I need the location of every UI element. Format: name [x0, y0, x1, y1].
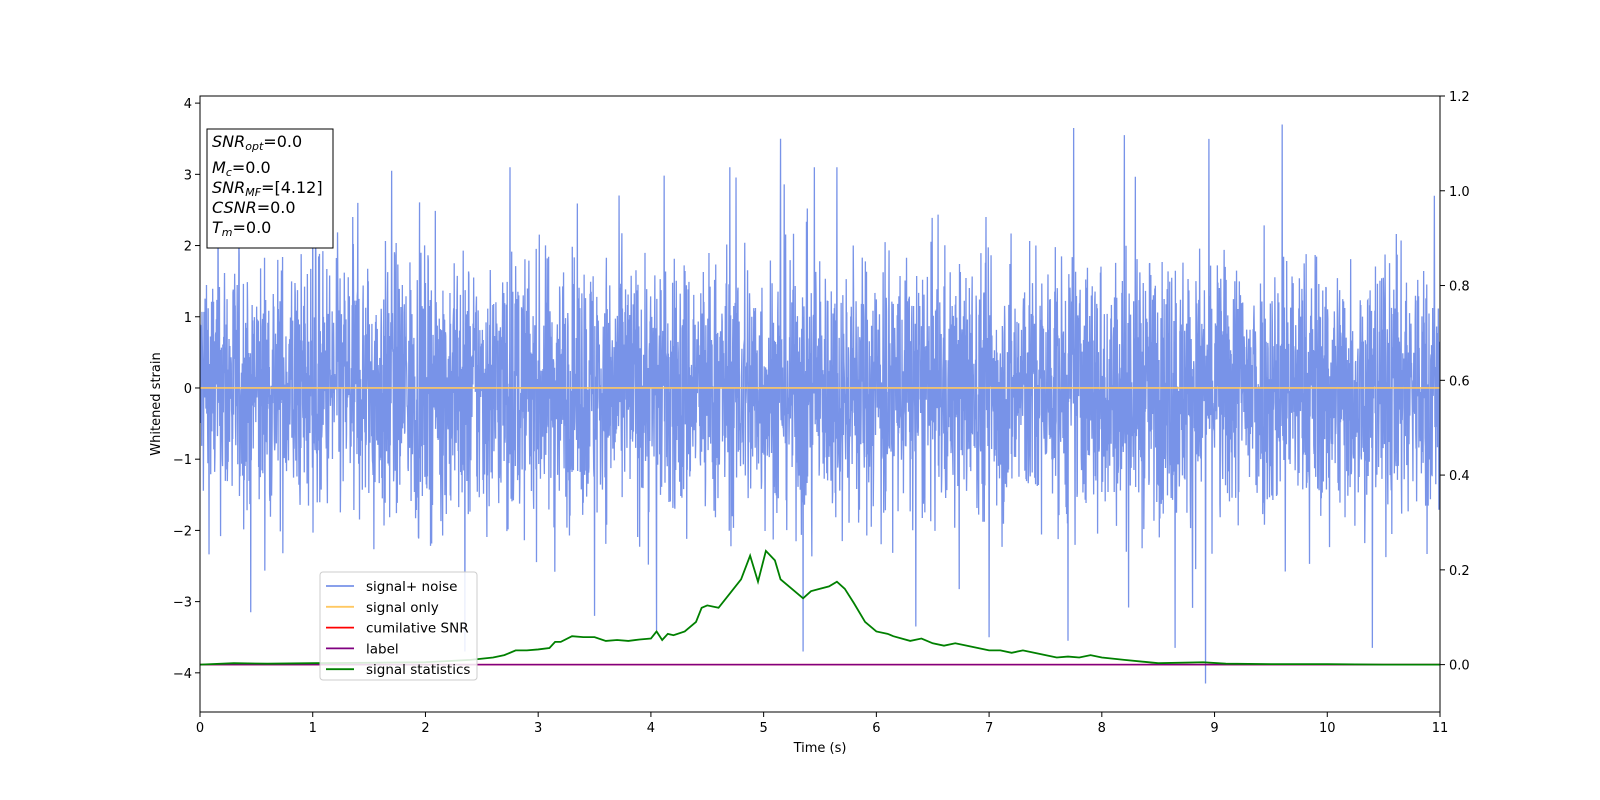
legend: signal+ noise signal only cumilative SNR la… [319, 571, 478, 681]
y-tick-label: 3 [184, 168, 192, 183]
x-tick-label: 5 [759, 721, 767, 736]
x-tick-label: 10 [1319, 721, 1336, 736]
series-signal-noise [200, 124, 1440, 684]
legend-label: label [366, 641, 399, 657]
y-tick-label: −3 [173, 596, 192, 611]
x-tick-label: 4 [647, 721, 655, 736]
x-tick-label: 1 [309, 721, 317, 736]
info-line: Mc=0.0 [212, 158, 271, 179]
y-tick-label: 4 [184, 97, 192, 112]
x-tick-label: 11 [1432, 721, 1449, 736]
legend-label: cumilative SNR [366, 621, 469, 637]
info-box-frame [206, 128, 334, 249]
plot-frame [199, 95, 1441, 713]
y-axis-right: 0.0 0.2 0.4 0.6 0.8 1.0 1.2 [1440, 90, 1470, 674]
info-line: Tm=0.0 [212, 218, 271, 239]
y-tick-label: 0 [184, 382, 192, 397]
y2-tick-label: 1.2 [1449, 90, 1470, 105]
y2-tick-label: 0.8 [1449, 280, 1470, 295]
x-tick-label: 3 [534, 721, 542, 736]
info-line: SNRopt=0.0 [212, 132, 302, 153]
y2-tick-label: 0.0 [1449, 659, 1470, 674]
x-axis-label: Time (s) [793, 741, 847, 756]
legend-label: signal+ noise [366, 579, 457, 595]
y-tick-label: 1 [184, 311, 192, 326]
y-tick-label: −2 [173, 524, 192, 539]
y2-tick-label: 0.6 [1449, 374, 1470, 389]
x-tick-label: 7 [985, 721, 993, 736]
x-axis: 0 1 2 3 4 5 6 7 8 9 10 11 [196, 712, 1448, 736]
x-tick-label: 6 [872, 721, 880, 736]
y-axis-left: −4 −3 −2 −1 0 1 2 3 4 [173, 97, 200, 682]
y2-tick-label: 0.2 [1449, 564, 1470, 579]
y2-tick-label: 0.4 [1449, 469, 1470, 484]
info-box: SNRopt=0.0 Mc=0.0SNRMF=[4.12]CSNR=0.0Tm=0… [206, 128, 334, 249]
y-tick-label: −1 [173, 453, 192, 468]
y-axis-label: Whitened strain [149, 352, 164, 455]
legend-label: signal only [366, 600, 439, 616]
series-signal-statistics [200, 549, 1440, 666]
x-tick-label: 8 [1098, 721, 1106, 736]
legend-frame [319, 571, 478, 681]
legend-label: signal statistics [366, 662, 470, 678]
x-tick-label: 2 [421, 721, 429, 736]
y-tick-label: 2 [184, 240, 192, 255]
info-line: SNRMF=[4.12] [212, 178, 323, 199]
y-tick-label: −4 [173, 667, 192, 682]
y2-tick-label: 1.0 [1449, 185, 1470, 200]
x-tick-label: 0 [196, 721, 204, 736]
x-tick-label: 9 [1210, 721, 1218, 736]
info-line: CSNR=0.0 [212, 198, 296, 217]
